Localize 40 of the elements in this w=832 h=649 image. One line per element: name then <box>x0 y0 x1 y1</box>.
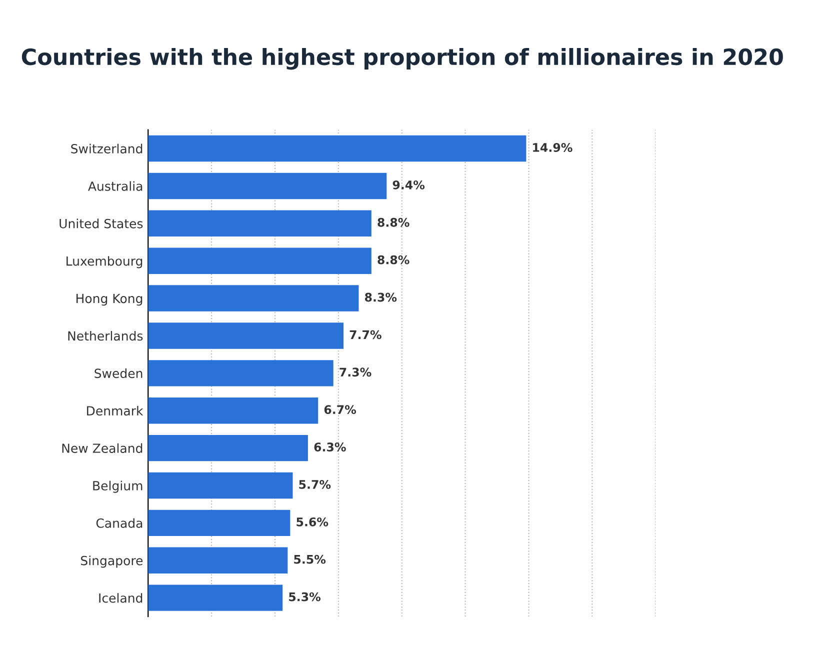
y-tick-label: Australia <box>88 181 142 191</box>
data-label: 6.7% <box>324 405 356 414</box>
bar <box>148 322 344 349</box>
bar <box>148 210 372 237</box>
data-label: 7.7% <box>350 330 382 340</box>
data-label: 6.3% <box>314 442 346 452</box>
bar <box>148 172 387 200</box>
data-label: 5.7% <box>299 480 331 489</box>
y-tick-label: Denmark <box>87 406 144 416</box>
data-label: 9.4% <box>392 180 425 190</box>
y-tick-label: Netherlands <box>68 330 143 341</box>
y-tick-label: Iceland <box>99 593 142 603</box>
y-tick-label: Sweden <box>94 368 142 378</box>
y-tick-label: United States <box>60 218 143 228</box>
bar <box>148 135 526 162</box>
data-label: 5.3% <box>289 592 321 602</box>
data-label: 8.8% <box>378 218 410 227</box>
bar <box>148 434 308 462</box>
y-tick-label: Belgium <box>93 480 142 493</box>
bar <box>148 398 318 424</box>
y-tick-label: Switzerland <box>71 144 142 154</box>
chart-title: Countries with the highest proportion of millionaires in 2020 <box>22 48 783 70</box>
data-label: 5.6% <box>296 517 328 526</box>
y-tick-label: Hong Kong <box>76 294 142 306</box>
bar <box>148 360 334 386</box>
bar <box>148 285 359 312</box>
data-label: 8.3% <box>364 292 397 302</box>
y-tick-label: Singapore <box>81 556 143 568</box>
bar <box>148 584 283 611</box>
data-label: 14.9% <box>533 143 572 152</box>
data-label: 5.5% <box>294 554 326 564</box>
bar <box>148 472 293 499</box>
data-label: 7.3% <box>340 368 372 377</box>
y-tick-label: Luxembourg <box>66 256 142 268</box>
bar <box>148 547 288 574</box>
bar <box>148 510 290 536</box>
y-tick-label: New Zealand <box>62 443 142 453</box>
y-tick-label: Canada <box>96 518 142 528</box>
bar <box>148 248 372 274</box>
data-label: 8.8% <box>378 255 410 264</box>
